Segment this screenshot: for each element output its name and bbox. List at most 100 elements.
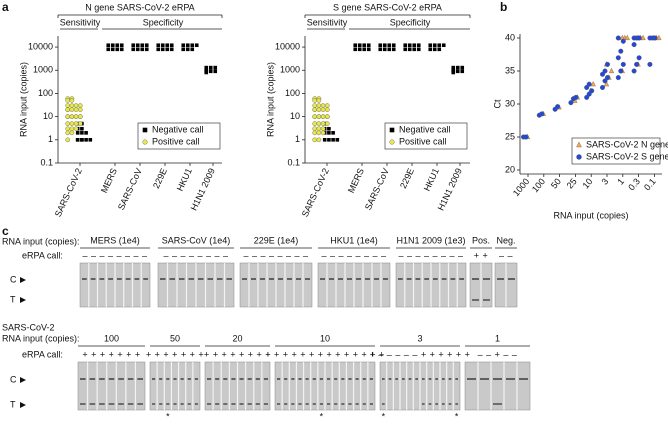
data-point xyxy=(584,84,590,90)
data-point xyxy=(185,47,190,52)
band-arrow xyxy=(20,377,26,383)
data-point xyxy=(181,43,186,48)
y-tick-label: 10000 xyxy=(28,41,53,51)
data-point xyxy=(165,47,170,52)
data-point xyxy=(656,34,662,41)
data-point xyxy=(600,71,606,77)
data-point xyxy=(69,103,75,108)
data-point xyxy=(407,43,412,48)
data-point xyxy=(382,47,387,52)
data-point xyxy=(106,47,111,52)
data-point xyxy=(432,43,437,48)
data-point xyxy=(412,43,417,48)
data-point xyxy=(156,47,161,52)
x-tick-label: SARS-CoV-2 xyxy=(53,167,84,219)
data-point xyxy=(378,43,383,48)
data-point xyxy=(142,127,148,133)
x-tick-label: 50 xyxy=(549,176,563,190)
data-point xyxy=(605,75,611,81)
x-tick-label: MERS xyxy=(99,167,119,195)
group-label: 3 xyxy=(417,333,422,343)
gel-strip xyxy=(464,361,531,411)
call-row: + + + + + + + + + + + + + + xyxy=(265,349,385,359)
group-label: SARS-CoV (1e4) xyxy=(162,235,231,245)
data-point xyxy=(357,47,362,52)
call-row: + + + + + + + + xyxy=(204,349,271,359)
data-point xyxy=(389,127,395,133)
star: * xyxy=(382,411,386,421)
data-point xyxy=(437,47,442,52)
data-point xyxy=(181,47,186,52)
data-point xyxy=(605,61,611,67)
data-point xyxy=(131,43,136,48)
data-point xyxy=(568,100,574,106)
data-point xyxy=(331,131,335,135)
data-point xyxy=(403,43,408,48)
data-point xyxy=(615,55,621,61)
data-point xyxy=(190,43,195,48)
data-point xyxy=(316,114,322,119)
gel-strip xyxy=(149,361,201,411)
y-tick-label: 1000 xyxy=(280,65,300,75)
data-point xyxy=(403,47,408,52)
data-point xyxy=(391,43,396,48)
call-row: – – – – – – – – xyxy=(398,250,463,260)
data-point xyxy=(80,131,84,135)
data-point xyxy=(647,35,653,41)
data-point xyxy=(312,126,318,132)
band-label: C xyxy=(10,274,17,284)
x-tick-label: SARS-CoV-2 xyxy=(300,167,331,219)
panel-letter: b xyxy=(500,0,507,14)
band-arrow xyxy=(20,277,26,283)
data-point xyxy=(357,43,362,48)
data-point xyxy=(387,47,392,52)
band-arrow xyxy=(20,297,26,303)
data-point xyxy=(460,69,465,74)
x-tick-label: MERS xyxy=(346,167,366,195)
data-point xyxy=(160,47,165,52)
group-label: Neg. xyxy=(496,235,515,245)
data-point xyxy=(316,103,322,108)
data-point xyxy=(382,43,387,48)
data-point xyxy=(119,47,124,52)
call-row: + – – – – – + + + + + + xyxy=(370,349,471,359)
data-point xyxy=(603,80,610,87)
data-point xyxy=(169,47,174,52)
data-point xyxy=(590,80,596,87)
data-point xyxy=(320,126,326,132)
data-point xyxy=(142,139,148,145)
star: * xyxy=(320,411,324,421)
data-point xyxy=(428,43,433,48)
panel-letter: a xyxy=(2,0,9,14)
data-point xyxy=(600,84,606,90)
call-row: – – – – – – – – xyxy=(243,250,308,260)
call-row: + + + + + + + xyxy=(146,349,204,359)
data-point xyxy=(362,43,367,48)
data-point xyxy=(69,98,75,103)
legend-label: SARS-CoV-2 N gene xyxy=(586,139,668,149)
y-axis-label: Ct xyxy=(492,99,502,108)
annotation: Sensitivity xyxy=(60,17,101,27)
data-point xyxy=(615,75,621,81)
y-tick-label: 25 xyxy=(505,131,515,141)
data-point xyxy=(437,43,442,48)
data-point xyxy=(165,43,170,48)
group-label: 10 xyxy=(320,333,330,343)
data-point xyxy=(451,65,456,70)
data-point xyxy=(144,47,149,52)
data-point xyxy=(190,47,195,52)
group-label: MERS (1e4) xyxy=(90,235,140,245)
data-point xyxy=(140,47,145,52)
legend-box xyxy=(571,137,661,165)
data-point xyxy=(631,42,637,48)
data-point xyxy=(73,103,79,108)
data-point xyxy=(213,65,218,70)
data-point xyxy=(115,47,120,52)
data-point xyxy=(631,35,637,41)
data-point xyxy=(640,34,646,41)
data-point xyxy=(73,126,79,132)
data-point xyxy=(156,43,161,48)
annotation: Sensitivity xyxy=(307,17,348,27)
data-point xyxy=(65,126,70,132)
data-point xyxy=(636,35,642,41)
